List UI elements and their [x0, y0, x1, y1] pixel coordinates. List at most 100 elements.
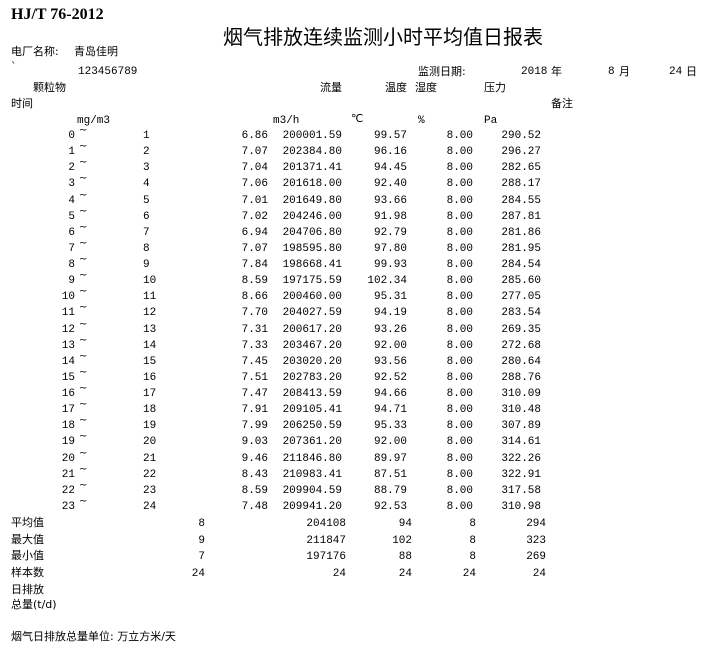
- pressure-value: 283.54: [501, 307, 541, 320]
- end-hour: 22: [143, 468, 157, 481]
- pressure-value: 307.89: [501, 420, 541, 433]
- pressure-value: 284.55: [501, 194, 541, 207]
- end-hour: 3: [143, 162, 150, 175]
- start-hour: 17: [61, 404, 75, 417]
- temperature-value: 93.56: [373, 355, 407, 368]
- plant-name: 青岛佳明: [74, 45, 118, 58]
- temperature-value: 92.40: [373, 178, 407, 191]
- col-temperature: 温度: [385, 81, 407, 94]
- start-hour: 0: [68, 130, 75, 142]
- temperature-value: 87.51: [373, 468, 407, 481]
- flow-value: 201649.80: [282, 194, 342, 207]
- flow-value: 209105.41: [282, 404, 342, 417]
- flow-value: 200460.00: [282, 291, 342, 304]
- summary-label: 样本数: [11, 565, 44, 579]
- pressure-value: 288.17: [501, 178, 541, 191]
- particulate-value: 8: [198, 518, 205, 530]
- end-hour: 6: [143, 210, 150, 223]
- pressure-value: 310.98: [501, 500, 541, 513]
- particulate-value: 7.31: [241, 323, 268, 336]
- particulate-value: 7.01: [241, 194, 268, 207]
- particulate-value: 7.48: [241, 500, 268, 513]
- end-hour: 21: [143, 452, 157, 465]
- end-hour: 17: [143, 388, 157, 401]
- pressure-value: 281.86: [501, 226, 541, 239]
- humidity-value: 8: [469, 551, 476, 563]
- year-unit: 年: [551, 65, 562, 78]
- flow-value: 24: [332, 567, 346, 580]
- end-hour: 16: [143, 371, 157, 384]
- start-hour: 22: [61, 484, 75, 497]
- pressure-value: 322.26: [501, 452, 541, 465]
- pressure-value: 269: [526, 551, 546, 563]
- flow-value: 200617.20: [282, 323, 342, 336]
- unit-flow: m3/h: [273, 115, 300, 127]
- flow-value: 210983.41: [282, 468, 342, 481]
- tilde-separator: ~: [79, 447, 88, 459]
- start-hour: 11: [61, 307, 75, 320]
- pressure-value: 280.64: [501, 355, 541, 368]
- report-title: 烟气排放连续监测小时平均值日报表: [223, 25, 543, 49]
- summary-label: 平均值: [11, 516, 44, 529]
- particulate-value: 6.94: [241, 226, 268, 239]
- start-hour: 6: [68, 226, 75, 239]
- start-hour: 2: [68, 162, 75, 175]
- humidity-value: 8.00: [446, 291, 473, 304]
- humidity-value: 8.00: [446, 226, 473, 239]
- temperature-value: 93.26: [373, 323, 407, 336]
- end-hour: 5: [143, 194, 150, 207]
- flow-value: 201618.00: [282, 178, 342, 191]
- humidity-value: 8.00: [446, 242, 473, 255]
- humidity-value: 8.00: [446, 484, 473, 497]
- humidity-value: 8.00: [446, 371, 473, 384]
- month-unit: 月: [619, 65, 630, 78]
- flow-value: 198595.80: [282, 242, 342, 255]
- col-particulate: 颗粒物: [33, 81, 66, 94]
- flow-value: 201371.41: [282, 162, 342, 175]
- humidity-value: 8.00: [446, 259, 473, 272]
- end-hour: 1: [143, 130, 150, 142]
- flow-value: 202384.80: [282, 146, 342, 159]
- tilde-separator: ~: [79, 237, 88, 249]
- flow-value: 198668.41: [282, 259, 342, 272]
- temperature-value: 92.00: [373, 436, 407, 449]
- start-hour: 13: [61, 339, 75, 352]
- tilde-separator: ~: [79, 479, 88, 491]
- temperature-value: 24: [398, 567, 412, 580]
- date-month: 8: [608, 66, 615, 78]
- temperature-value: 95.33: [373, 420, 407, 433]
- end-hour: 24: [143, 500, 157, 513]
- temperature-value: 92.79: [373, 226, 407, 239]
- start-hour: 8: [68, 259, 75, 272]
- temperature-value: 92.00: [373, 339, 407, 352]
- pressure-value: 284.54: [501, 259, 541, 272]
- standard-code: HJ/T 76-2012: [11, 6, 104, 23]
- flow-value: 200001.59: [282, 130, 342, 142]
- date-label: 监测日期:: [418, 65, 466, 78]
- humidity-value: 8.00: [446, 339, 473, 352]
- humidity-value: 8.00: [446, 275, 473, 288]
- flow-value: 211847: [306, 534, 346, 547]
- end-hour: 8: [143, 242, 150, 255]
- unit-humidity: %: [418, 115, 425, 127]
- start-hour: 9: [68, 275, 75, 288]
- pressure-value: 310.48: [501, 404, 541, 417]
- humidity-value: 8.00: [446, 388, 473, 401]
- temperature-value: 89.97: [373, 452, 407, 465]
- tilde-separator: ~: [79, 205, 88, 217]
- pressure-value: 281.95: [501, 242, 541, 255]
- pressure-value: 310.09: [501, 388, 541, 401]
- humidity-value: 8.00: [446, 307, 473, 320]
- flow-value: 203020.20: [282, 355, 342, 368]
- start-hour: 14: [61, 355, 75, 368]
- daily-total-label-unit: 总量(t/d): [11, 598, 57, 611]
- humidity-value: 8.00: [446, 323, 473, 336]
- flow-value: 204108: [306, 518, 346, 530]
- humidity-value: 8.00: [446, 500, 473, 513]
- particulate-value: 7.06: [241, 178, 268, 191]
- temperature-value: 99.93: [373, 259, 407, 272]
- start-hour: 21: [61, 468, 75, 481]
- temperature-value: 92.52: [373, 371, 407, 384]
- tilde-separator: ~: [79, 399, 88, 411]
- tilde-separator: ~: [79, 302, 88, 314]
